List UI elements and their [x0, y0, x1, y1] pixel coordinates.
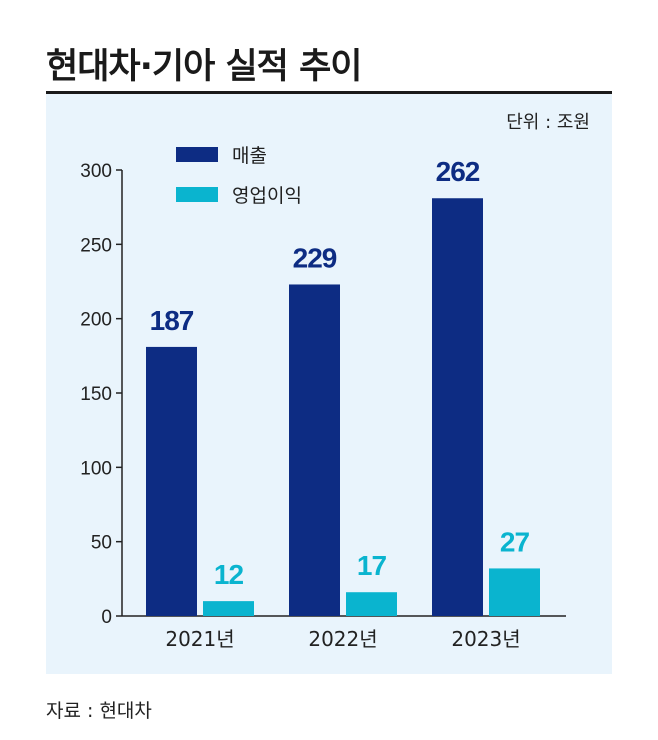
unit-note: 단위 : 조원: [506, 112, 590, 133]
profit-value-label: 17: [357, 550, 387, 581]
profit-bar: [203, 601, 254, 616]
chart-panel: 단위 : 조원 0 50 100 150 200 250 300 187 12 2021년 229 1…: [46, 94, 612, 674]
x-tick-label: 2022년: [308, 627, 377, 651]
revenue-bar: [146, 346, 197, 616]
y-tick-label: 250: [80, 235, 112, 256]
bar-chart: 0 50 100 150 200 250 300 187 12 2021년 229 17 2022년 26…: [80, 145, 566, 651]
profit-value-label: 27: [500, 526, 530, 557]
revenue-value-label: 187: [150, 305, 194, 336]
title-underline: [46, 91, 612, 94]
legend-swatch: [176, 147, 218, 162]
x-tick-label: 2023년: [451, 627, 520, 651]
y-tick-label: 0: [101, 607, 112, 628]
y-tick-label: 300: [80, 161, 112, 182]
profit-bar: [489, 568, 540, 616]
y-tick-label: 150: [80, 384, 112, 405]
x-tick-label: 2021년: [165, 627, 234, 651]
y-tick-label: 100: [80, 458, 112, 479]
profit-bar: [346, 592, 397, 616]
chart-title: 현대차·기아 실적 추이: [46, 47, 362, 87]
legend-label: 매출: [232, 145, 267, 167]
legend-swatch: [176, 187, 218, 202]
revenue-value-label: 262: [436, 156, 480, 187]
profit-value-label: 12: [214, 559, 244, 590]
revenue-bar: [289, 284, 340, 616]
y-tick-label: 200: [80, 310, 112, 331]
source-note: 자료 : 현대차: [46, 700, 152, 722]
y-tick-label: 50: [91, 533, 112, 554]
revenue-bar: [432, 198, 483, 616]
revenue-value-label: 229: [293, 242, 337, 273]
legend-label: 영업이익: [232, 185, 302, 207]
